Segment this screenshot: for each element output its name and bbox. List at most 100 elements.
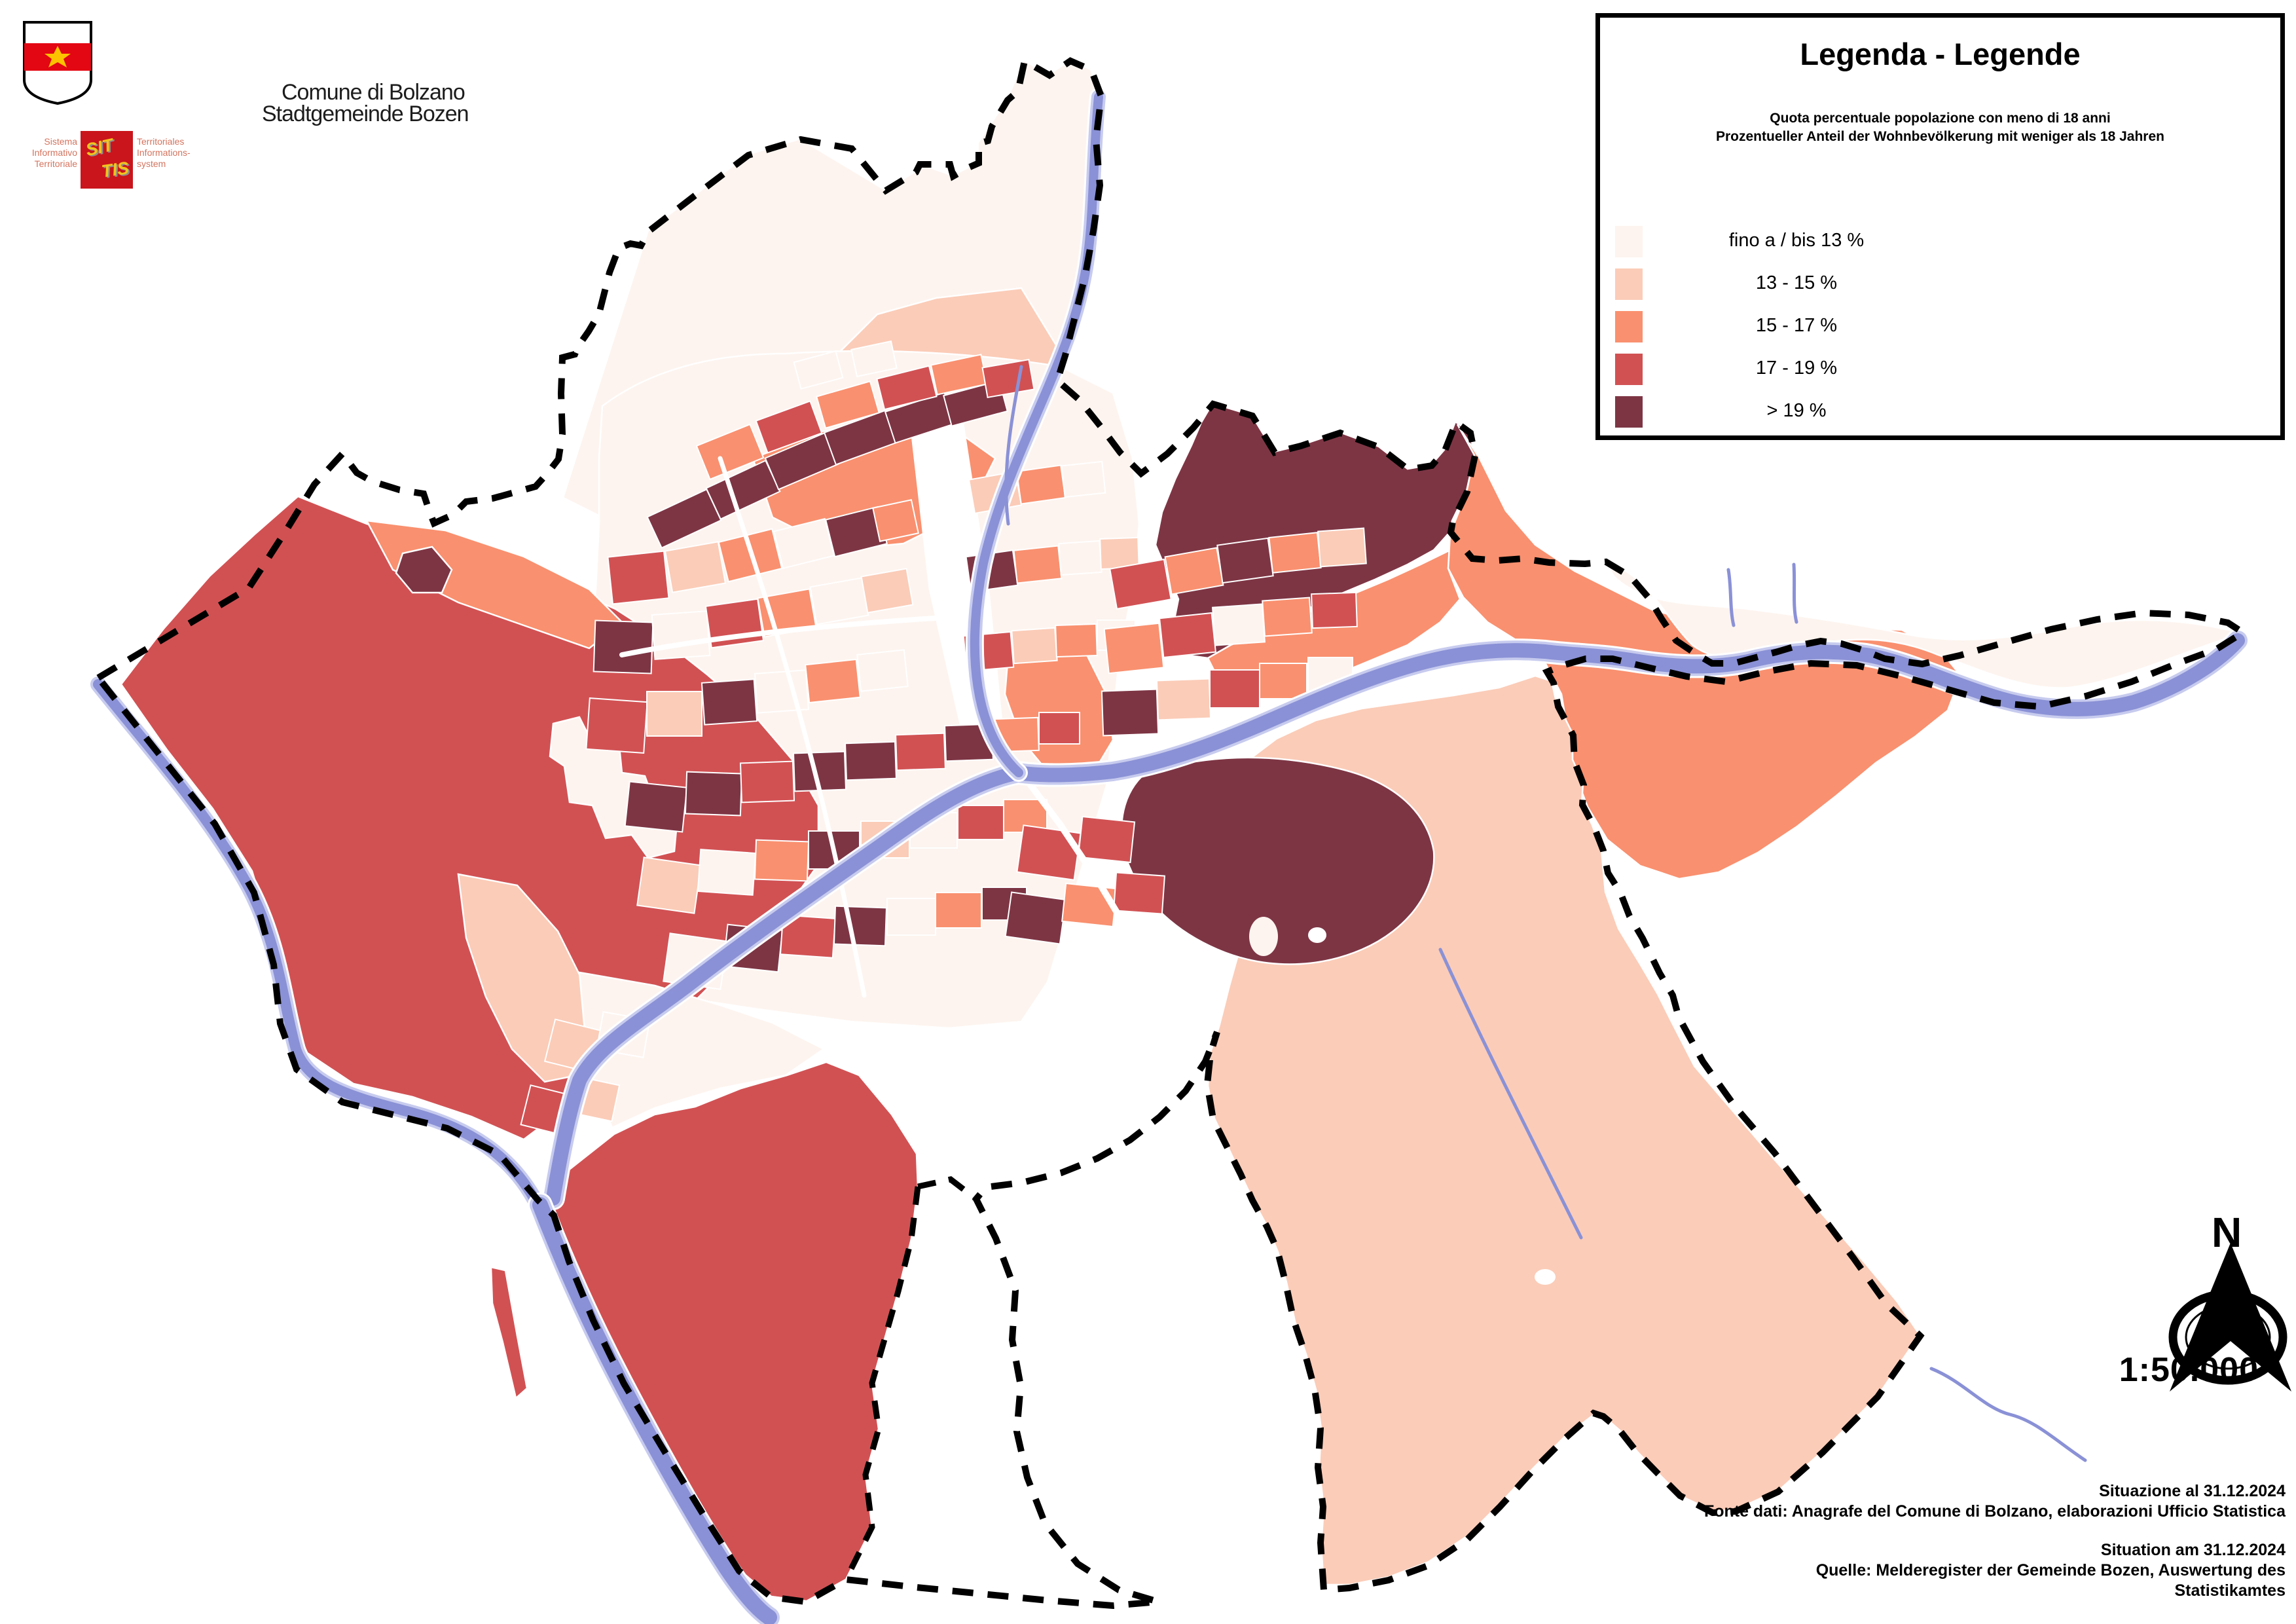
legend-row: fino a / bis 13 % (1600, 221, 2280, 263)
census-cell (860, 568, 914, 614)
sit-caption-de: Territoriales Informations-system (137, 136, 191, 169)
census-cell (585, 697, 648, 754)
census-cell (809, 577, 869, 625)
zone-virgolo-maroon (1121, 756, 1435, 965)
census-cell (833, 905, 888, 947)
map-scale: 1:50.000 (2119, 1351, 2259, 1389)
census-cell (1058, 540, 1102, 576)
census-cell (1101, 688, 1159, 737)
census-cell (935, 892, 982, 929)
sit-caption-it: Sistema Informativo Territoriale (31, 136, 77, 169)
source-line: Situazione al 31.12.2024 (2099, 1482, 2286, 1500)
legend-class-label: 17 - 19 % (1755, 358, 1838, 378)
legend-swatch (1615, 354, 1643, 385)
legend-class-label: fino a / bis 13 % (1728, 230, 1865, 251)
legend-subtitle: Quota percentuale popolazione con meno d… (1600, 109, 2280, 146)
census-cell (697, 849, 757, 896)
census-cell (695, 423, 765, 481)
river-isarco (546, 633, 2245, 1206)
census-cell (651, 610, 711, 660)
census-cell (1158, 612, 1217, 659)
census-cell (1011, 627, 1058, 665)
census-cell (1103, 622, 1165, 674)
legend-class-label: 15 - 17 % (1755, 315, 1838, 336)
source-line: Situation am 31.12.2024 (2100, 1541, 2286, 1559)
source-line: Statistikamtes (2174, 1581, 2286, 1600)
stream-bottom-right (1929, 1367, 2087, 1462)
census-cell (1077, 815, 1136, 864)
legend-row: 15 - 17 % (1600, 306, 2280, 348)
small-clearings (1249, 917, 1556, 1285)
pale-spot-1 (1249, 917, 1278, 956)
tis-label: TIS (100, 158, 130, 181)
river-main-south (532, 1197, 777, 1624)
sit-label: SIT (84, 134, 115, 160)
coat-of-arms-icon (23, 21, 92, 105)
river-talvera (970, 92, 1103, 777)
census-cell (607, 550, 670, 605)
census-cell (664, 541, 727, 593)
rivers (88, 88, 2250, 1624)
census-cell (856, 649, 909, 692)
legend-swatch (1615, 311, 1643, 342)
road-west-east (619, 613, 985, 657)
census-cell (1212, 603, 1266, 646)
census-cell (1061, 882, 1118, 928)
stream-north-lobe (1004, 365, 1023, 526)
census-cell (805, 658, 861, 704)
census-cell (872, 499, 919, 542)
road-north-south (718, 456, 867, 998)
census-cell (1015, 464, 1066, 505)
census-cell (1216, 537, 1274, 584)
census-cell (876, 365, 938, 411)
north-label: N (2212, 1209, 2242, 1256)
legend-swatch (1615, 226, 1643, 257)
legend-class-label: 13 - 15 % (1755, 272, 1838, 293)
municipal-boundary (93, 56, 2250, 1610)
zone-guncina-maroon-blob (395, 545, 453, 594)
stream-east-arm-2 (1792, 563, 1798, 624)
census-cell (754, 669, 810, 714)
census-cell (1055, 623, 1098, 658)
census-cell (624, 781, 688, 833)
census-cell (793, 350, 844, 390)
stream-east-arm-1 (1726, 568, 1736, 627)
legend-swatch (1615, 268, 1643, 300)
census-cell (886, 898, 936, 936)
river-adige (93, 679, 543, 1211)
source-line: Quelle: Melderegister der Gemeinde Bozen… (1815, 1561, 2286, 1579)
census-cell (646, 691, 702, 737)
legend-row: 17 - 19 % (1600, 348, 2280, 391)
census-cell (1262, 597, 1313, 637)
census-cell (684, 771, 743, 817)
census-cell (1317, 527, 1367, 568)
zone-river-west-red-sliver (490, 1266, 528, 1400)
logo-title-de: Stadtgemeinde Bozen (262, 101, 469, 126)
census-cell (850, 340, 898, 378)
road-rail-corridor (1018, 769, 1182, 1025)
census-cell (1004, 891, 1067, 945)
census-cell (1038, 712, 1080, 745)
census-cell (1112, 872, 1166, 915)
census-cell (1156, 678, 1212, 721)
legend-row: 13 - 15 % (1600, 263, 2280, 306)
census-cell (1061, 460, 1106, 498)
census-cells (520, 340, 1367, 1137)
boundary-main (93, 56, 2250, 1610)
census-cell (1311, 591, 1358, 629)
census-cell (1013, 545, 1063, 584)
stream-se-boundary (1438, 948, 1583, 1240)
census-cell (636, 857, 702, 914)
census-cell (755, 400, 823, 454)
legend-row: > 19 % (1600, 391, 2280, 434)
legend-subtitle-it: Quota percentuale popolazione con meno d… (1770, 111, 2111, 126)
legend-rows: fino a / bis 13 % 13 - 15 % 15 - 17 % 17 - … (1600, 221, 2280, 434)
census-cell (957, 805, 1004, 840)
census-cell (1268, 532, 1322, 574)
census-cell (816, 380, 880, 429)
census-cell (1259, 663, 1307, 699)
legend-swatch (1615, 396, 1643, 428)
source-line: Fonte dati: Anagrafe del Comune di Bolza… (1704, 1502, 2286, 1521)
census-cell (1209, 669, 1260, 709)
